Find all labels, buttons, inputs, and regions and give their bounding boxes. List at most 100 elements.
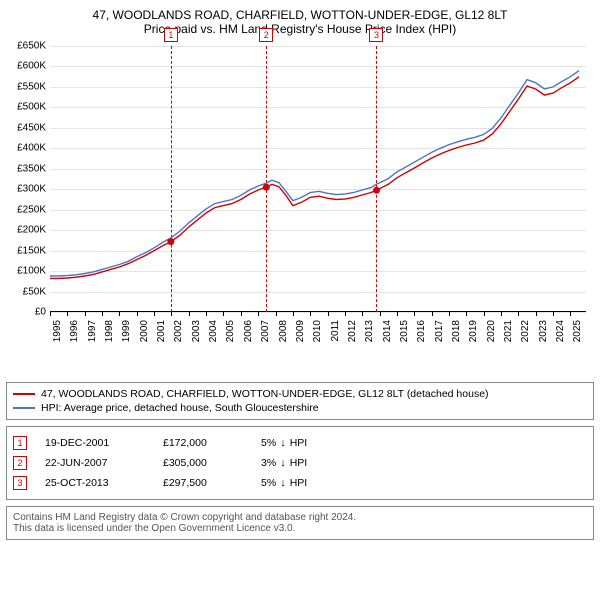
- x-axis-label: 2003: [191, 320, 202, 350]
- x-axis-label: 2006: [243, 320, 254, 350]
- title-block: 47, WOODLANDS ROAD, CHARFIELD, WOTTON-UN…: [6, 8, 594, 36]
- x-axis-label: 2025: [572, 320, 583, 350]
- title-line-1: 47, WOODLANDS ROAD, CHARFIELD, WOTTON-UN…: [6, 8, 594, 22]
- x-tick: [189, 312, 190, 316]
- hpi-pct: 5%: [261, 477, 276, 489]
- sale-row: 3 25-OCT-2013 £297,500 5% ↓ HPI: [13, 473, 587, 493]
- attribution-line-1: Contains HM Land Registry data © Crown c…: [13, 512, 587, 523]
- x-tick: [466, 312, 467, 316]
- series-hpi: [50, 71, 579, 276]
- x-axis-label: 2017: [434, 320, 445, 350]
- gridline: [50, 312, 586, 313]
- x-axis-label: 2023: [538, 320, 549, 350]
- x-tick: [414, 312, 415, 316]
- sale-price: £172,000: [163, 437, 243, 449]
- x-tick: [293, 312, 294, 316]
- x-tick: [345, 312, 346, 316]
- x-tick: [484, 312, 485, 316]
- sale-point: [167, 238, 174, 245]
- x-tick: [85, 312, 86, 316]
- x-tick: [223, 312, 224, 316]
- x-axis-label: 2021: [503, 320, 514, 350]
- x-tick: [276, 312, 277, 316]
- x-tick: [380, 312, 381, 316]
- x-axis-label: 2000: [139, 320, 150, 350]
- x-tick: [67, 312, 68, 316]
- x-axis-label: 2019: [468, 320, 479, 350]
- x-tick: [397, 312, 398, 316]
- x-tick: [432, 312, 433, 316]
- x-axis-label: 2012: [347, 320, 358, 350]
- x-axis-label: 2009: [295, 320, 306, 350]
- sale-price: £297,500: [163, 477, 243, 489]
- chart-area: £0£50K£100K£150K£200K£250K£300K£350K£400…: [6, 40, 594, 350]
- x-tick: [206, 312, 207, 316]
- x-axis-label: 2007: [260, 320, 271, 350]
- chart-container: 47, WOODLANDS ROAD, CHARFIELD, WOTTON-UN…: [0, 0, 600, 546]
- x-axis-label: 2002: [173, 320, 184, 350]
- series-property: [50, 77, 579, 279]
- x-tick: [137, 312, 138, 316]
- sale-point: [263, 184, 270, 191]
- x-tick: [328, 312, 329, 316]
- x-tick: [449, 312, 450, 316]
- sale-date: 22-JUN-2007: [45, 457, 145, 469]
- legend-swatch: [13, 393, 35, 395]
- sale-hpi: 5%↓HPI: [261, 437, 307, 449]
- sale-date: 25-OCT-2013: [45, 477, 145, 489]
- sale-hpi: 3% ↓ HPI: [261, 457, 307, 469]
- x-axis-label: 2014: [382, 320, 393, 350]
- x-axis-label: 2010: [312, 320, 323, 350]
- sale-point: [373, 187, 380, 194]
- sale-row: 119-DEC-2001£172,0005%↓HPI: [13, 433, 587, 453]
- chart-svg: [6, 40, 586, 312]
- arrow-down-icon: ↓: [280, 478, 286, 489]
- sale-badge: 3: [13, 476, 27, 490]
- x-axis-label: 2020: [486, 320, 497, 350]
- x-axis-label: 1996: [69, 320, 80, 350]
- x-axis-label: 1997: [87, 320, 98, 350]
- x-tick: [102, 312, 103, 316]
- x-axis-label: 2024: [555, 320, 566, 350]
- hpi-label: HPI: [290, 457, 308, 469]
- x-tick: [50, 312, 51, 316]
- x-axis-label: 2015: [399, 320, 410, 350]
- legend-item: HPI: Average price, detached house, Sout…: [13, 401, 587, 415]
- x-axis-label: 2018: [451, 320, 462, 350]
- x-tick: [119, 312, 120, 316]
- x-axis-label: 2016: [416, 320, 427, 350]
- x-axis-label: 2011: [330, 320, 341, 350]
- legend-swatch: [13, 407, 35, 409]
- x-tick: [570, 312, 571, 316]
- x-axis-label: 1998: [104, 320, 115, 350]
- sale-price: £305,000: [163, 457, 243, 469]
- x-tick: [501, 312, 502, 316]
- x-tick: [154, 312, 155, 316]
- title-line-2: Price paid vs. HM Land Registry's House …: [6, 22, 594, 36]
- x-tick: [171, 312, 172, 316]
- x-axis-label: 2005: [225, 320, 236, 350]
- hpi-label: HPI: [290, 477, 308, 489]
- x-axis-label: 1999: [121, 320, 132, 350]
- x-axis-label: 2001: [156, 320, 167, 350]
- x-axis-label: 2004: [208, 320, 219, 350]
- sale-row: 2 22-JUN-2007 £305,000 3% ↓ HPI: [13, 453, 587, 473]
- x-tick: [536, 312, 537, 316]
- legend-item: 47, WOODLANDS ROAD, CHARFIELD, WOTTON-UN…: [13, 387, 587, 401]
- sale-badge: 1: [13, 436, 27, 450]
- legend-label: HPI: Average price, detached house, Sout…: [41, 402, 319, 414]
- attribution: Contains HM Land Registry data © Crown c…: [6, 506, 594, 540]
- x-tick: [362, 312, 363, 316]
- attribution-line-2: This data is licensed under the Open Gov…: [13, 523, 587, 534]
- sale-hpi: 5% ↓ HPI: [261, 477, 307, 489]
- x-tick: [518, 312, 519, 316]
- sales-table: 119-DEC-2001£172,0005%↓HPI222-JUN-2007£3…: [6, 426, 594, 500]
- legend: 47, WOODLANDS ROAD, CHARFIELD, WOTTON-UN…: [6, 382, 594, 420]
- hpi-label: HPI: [290, 437, 308, 449]
- arrow-down-icon: ↓: [280, 458, 286, 469]
- legend-label: 47, WOODLANDS ROAD, CHARFIELD, WOTTON-UN…: [41, 388, 489, 400]
- x-axis-label: 1995: [52, 320, 63, 350]
- sale-badge: 2: [13, 456, 27, 470]
- hpi-pct: 3%: [261, 457, 276, 469]
- x-tick: [310, 312, 311, 316]
